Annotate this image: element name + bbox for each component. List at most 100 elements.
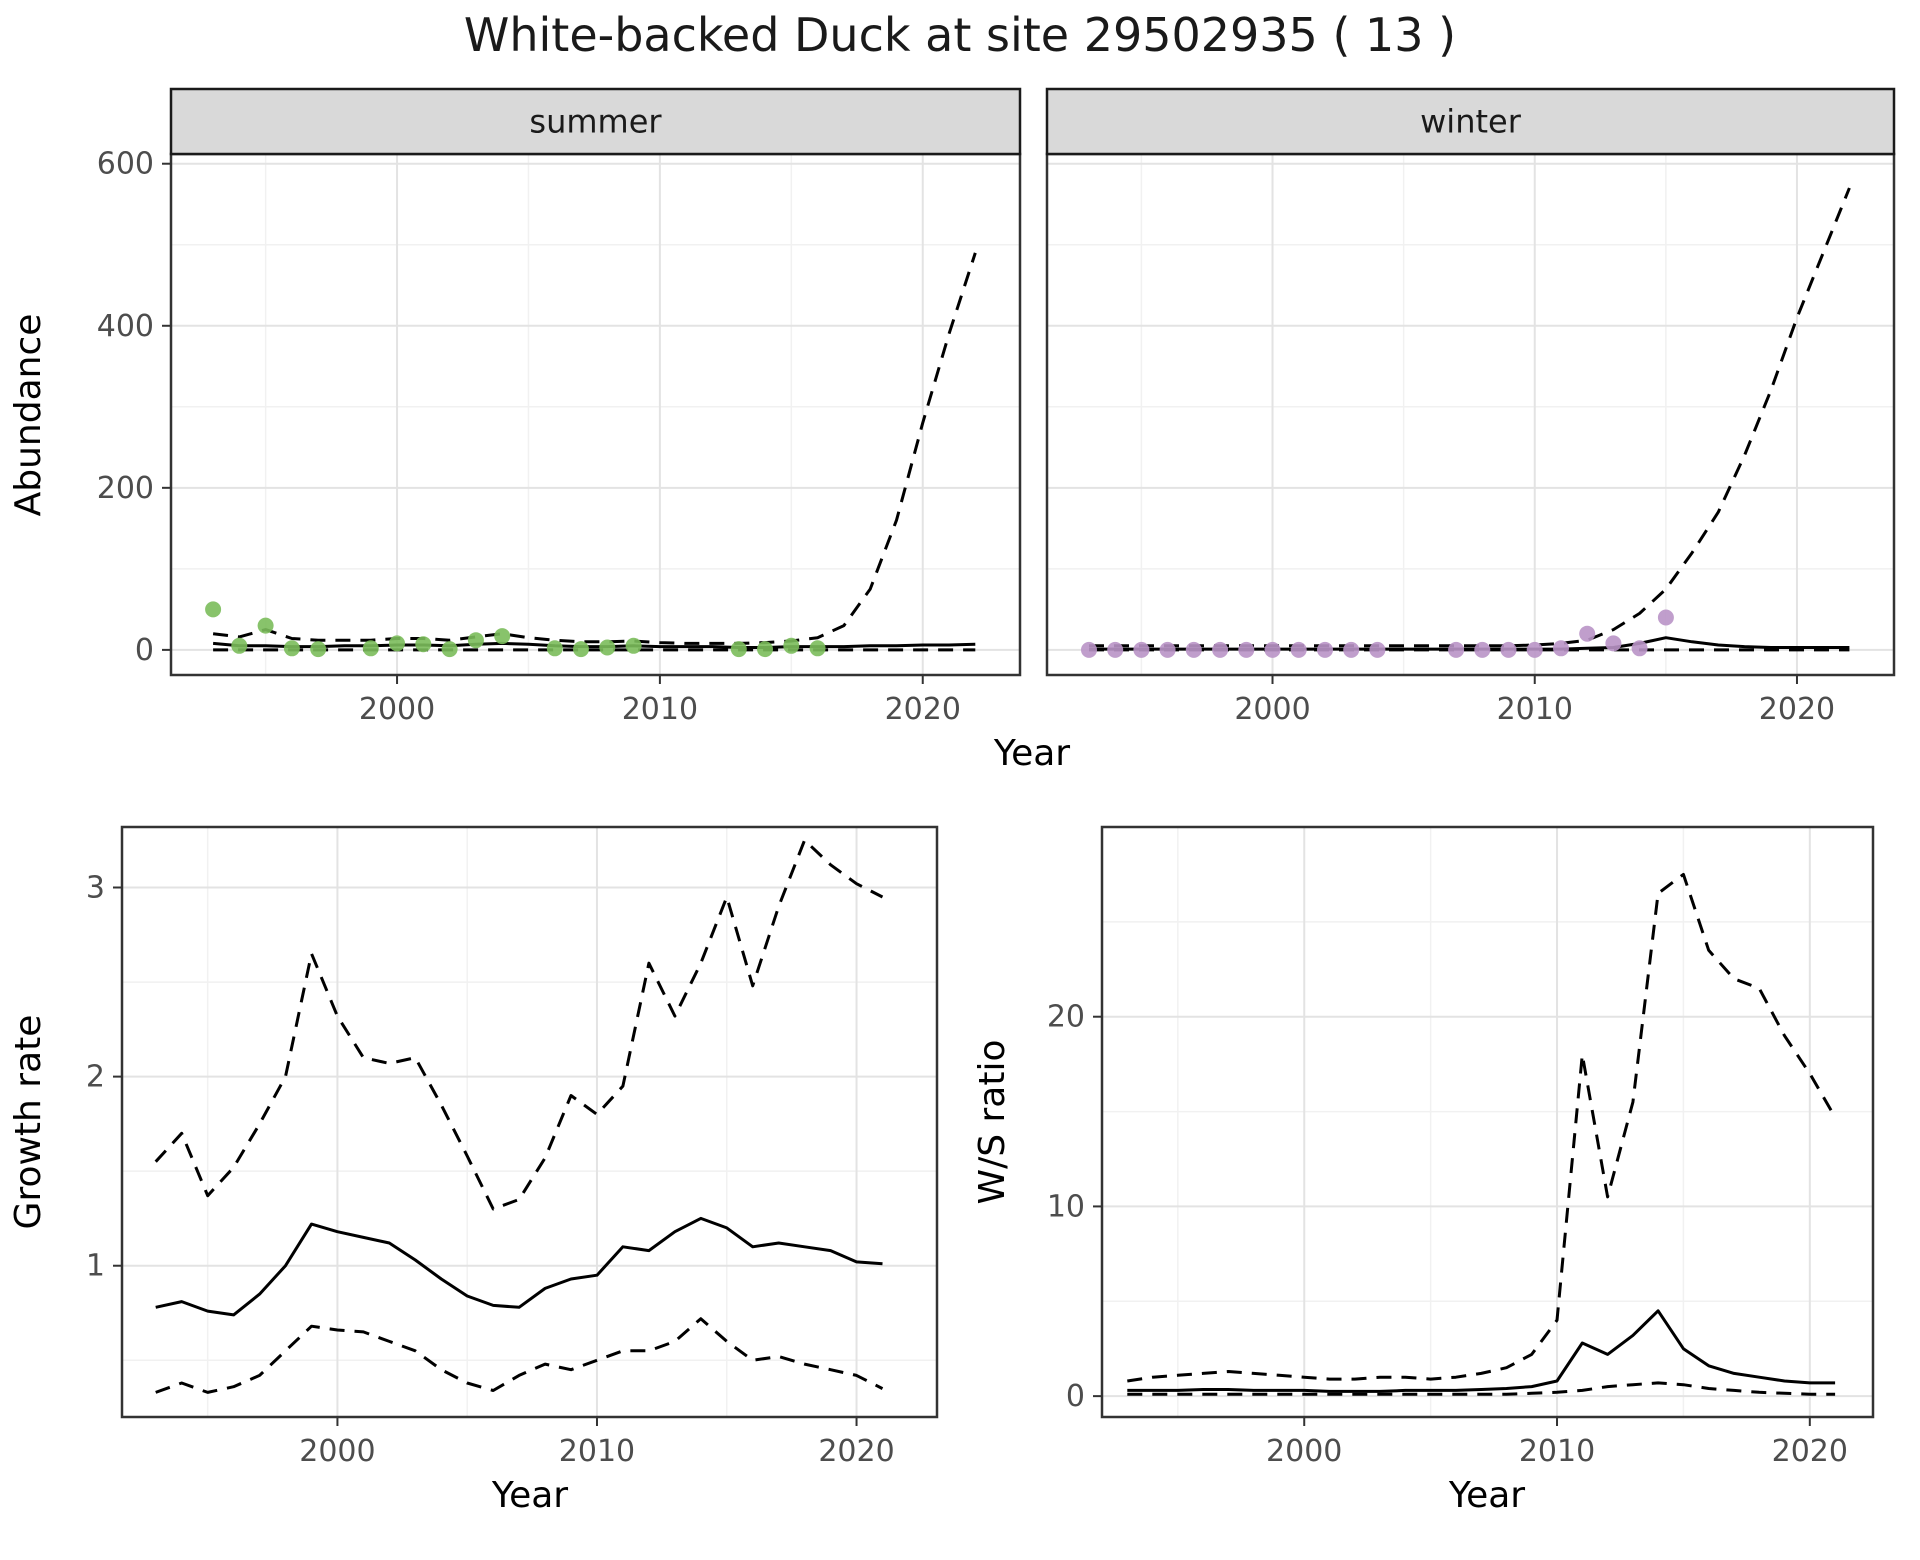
x-tick-label: 2010 [559,1434,635,1469]
data-point [1185,641,1202,658]
data-point [783,637,800,654]
facet-strip-label: winter [1420,103,1522,141]
data-point [1317,641,1333,658]
gridlines [1102,827,1873,1417]
y-tick-label: 600 [97,147,154,182]
y-tick-label: 0 [1066,1379,1085,1414]
x-tick-label: 2000 [359,692,435,727]
ws-y-axis-title: W/S ratio [972,1039,1013,1204]
data-point [809,640,826,657]
data-point [1474,641,1491,658]
data-point [257,617,274,634]
data-point [1133,641,1150,658]
growth-rate-figure: 2000 2010 2020 1 2 3 Year Growth rate [0,790,960,1560]
data-point [1605,635,1622,652]
ws-ratio-chart: 2000 2010 2020 0 10 20 Year W/S ratio [972,825,1875,1516]
panel-background [171,154,1020,675]
data-point [1264,641,1281,658]
data-point [205,601,222,618]
growth-rate-lower_ci-line [155,1317,884,1394]
summer-fit-line [212,641,976,649]
data-point [467,632,484,649]
facet-strip [1045,87,1896,156]
abundance-y-axis-title: Abundance [8,314,49,517]
x-tick-label: 2010 [622,692,698,727]
panel-background [1047,154,1894,675]
data-point [362,640,379,657]
abundance-chart: 2000 2010 2020 0 200 400 600 summer 2000 2010 2020… [8,87,1896,774]
ws-ratio-fit-line [1127,1309,1836,1393]
data-point [1159,641,1176,658]
data-point [1631,640,1648,657]
y-tick-label: 1 [86,1249,105,1284]
summer-panel: 2000 2010 2020 0 200 400 600 summer [97,87,1022,727]
growth-y-axis-title: Growth rate [8,1015,49,1230]
data-point [1579,625,1596,642]
data-point [573,641,589,658]
data-point [441,641,458,658]
y-tick-label: 3 [86,871,105,906]
facet-strip [169,87,1022,156]
ws-ratio-upper_ci-line [1127,872,1837,1383]
y-tick-label: 10 [1047,1189,1085,1224]
data-point [546,640,563,657]
x-tick-label: 2010 [1497,692,1573,727]
growth-x-axis-title: Year [491,1475,568,1516]
abundance-x-axis-title: Year [993,733,1070,774]
data-point [310,641,327,658]
growth-rate-panel: 2000 2010 2020 1 2 3 [86,825,939,1469]
data-point [1526,641,1543,658]
summer-observations [205,601,826,658]
x-tick-label: 2020 [818,1434,894,1469]
data-point [1500,641,1517,658]
x-tick-label: 2020 [885,692,961,727]
data-point [1369,641,1386,658]
x-tick-label: 2000 [1266,1434,1342,1469]
data-point [494,628,511,645]
x-tick-label: 2000 [299,1434,375,1469]
growth-rate-upper_ci-line [154,838,884,1211]
data-point [1290,641,1307,658]
y-tick-label: 400 [97,309,154,344]
data-point [1448,641,1465,658]
summer-upper_ci-line [212,252,977,645]
data-point [283,640,300,657]
data-point [1657,609,1674,626]
figure-title: White-backed Duck at site 29502935 ( 13 … [463,8,1457,62]
winter-observations [1081,609,1674,658]
y-tick-label: 20 [1047,1000,1085,1035]
panel-border [1100,825,1875,1419]
data-point [1238,641,1255,658]
ws-ratio-lower_ci-line [1127,1381,1836,1396]
y-tick-label: 2 [86,1060,105,1095]
data-point [625,637,642,654]
gridlines [1047,154,1894,675]
ws-ratio-figure: 2000 2010 2020 0 10 20 Year W/S ratio [960,790,1920,1560]
gridlines [171,154,1020,675]
data-point [599,639,616,656]
data-point [1343,641,1360,658]
y-tick-label: 200 [97,471,154,506]
y-tick-label: 0 [135,633,154,668]
x-tick-label: 2000 [1234,692,1310,727]
x-tick-label: 2020 [1772,1434,1848,1469]
panel-border [120,825,939,1419]
facet-strip-label: summer [529,103,662,141]
growth-rate-fit-line [155,1216,883,1317]
data-point [757,641,773,658]
data-point [231,637,248,654]
data-point [1081,641,1097,658]
abundance-figure: 2000 2010 2020 0 200 400 600 summer 2000 2010 2020… [0,55,1920,789]
panel-background [122,827,937,1417]
panel-background [1102,827,1873,1417]
winter-panel: 2000 2010 2020 winter [1045,87,1896,727]
x-tick-label: 2010 [1519,1434,1595,1469]
data-point [415,636,432,653]
ws-x-axis-title: Year [1448,1475,1525,1516]
data-point [1107,641,1124,658]
ws-ratio-panel: 2000 2010 2020 0 10 20 [1047,825,1875,1469]
gridlines [122,827,937,1417]
data-point [389,635,405,652]
x-tick-label: 2020 [1759,692,1835,727]
